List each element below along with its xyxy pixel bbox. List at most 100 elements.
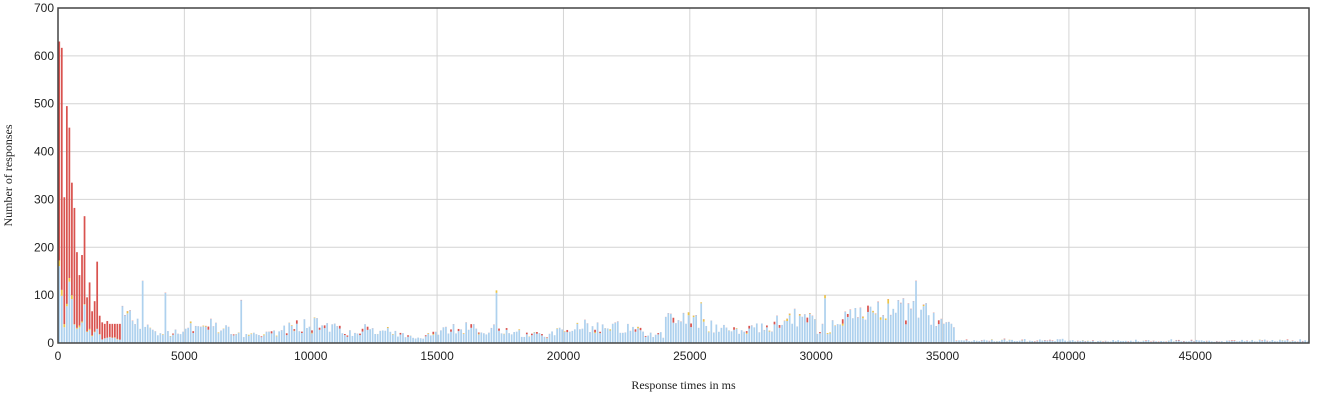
- histogram-bar-segment: [816, 333, 819, 343]
- histogram-bar-segment: [366, 326, 369, 330]
- histogram-bar-segment: [940, 319, 943, 343]
- histogram-bar-segment: [247, 335, 250, 343]
- histogram-bar-segment: [65, 306, 68, 343]
- histogram-bar-segment: [1145, 340, 1147, 343]
- histogram-bar-segment: [518, 330, 521, 343]
- histogram-bar-segment: [114, 337, 116, 343]
- histogram-bar-segment: [927, 315, 930, 343]
- histogram-bar-segment: [313, 318, 316, 343]
- histogram-bar-segment: [930, 324, 933, 343]
- histogram-bar-segment: [485, 334, 488, 343]
- histogram-bar-segment: [96, 261, 99, 329]
- histogram-bar-segment: [98, 334, 101, 343]
- histogram-bar-segment: [129, 310, 131, 343]
- histogram-bar-segment: [1087, 340, 1089, 343]
- histogram-bar-segment: [695, 315, 697, 343]
- histogram-bar-segment: [1023, 339, 1026, 343]
- histogram-bar-segment: [965, 340, 968, 343]
- histogram-bar-segment: [917, 317, 920, 343]
- histogram-bar-segment: [1152, 341, 1155, 343]
- histogram-bar-segment: [308, 326, 311, 343]
- histogram-bar-segment: [359, 333, 361, 336]
- histogram-bar-segment: [270, 331, 273, 334]
- histogram-bar-segment: [311, 330, 313, 333]
- histogram-bar-segment: [172, 334, 174, 343]
- histogram-bar-segment: [134, 324, 136, 343]
- histogram-bar-segment: [563, 331, 566, 343]
- histogram-bar-segment: [1038, 339, 1041, 343]
- histogram-bar-segment: [566, 332, 569, 343]
- histogram-bar-segment: [735, 328, 738, 343]
- histogram-bar-segment: [114, 323, 116, 338]
- histogram-bar-segment: [424, 335, 427, 337]
- histogram-bar-segment: [589, 332, 591, 343]
- histogram-bar-segment: [321, 325, 323, 343]
- histogram-bar-segment: [760, 323, 763, 343]
- histogram-bar-segment: [1236, 341, 1238, 343]
- histogram-bar-segment: [1064, 340, 1066, 343]
- histogram-bar-segment: [697, 327, 700, 343]
- histogram-bar-segment: [313, 317, 316, 319]
- histogram-bar-segment: [498, 330, 500, 343]
- histogram-bar-segment: [525, 332, 528, 335]
- histogram-bar-segment: [177, 333, 179, 343]
- histogram-bar-segment: [826, 334, 829, 343]
- histogram-bar-segment: [599, 333, 601, 343]
- histogram-bar-segment: [432, 334, 435, 343]
- histogram-bar-segment: [1076, 341, 1079, 343]
- histogram-bar-segment: [541, 335, 543, 343]
- histogram-bar-segment: [541, 334, 543, 336]
- histogram-bar-segment: [963, 340, 965, 343]
- histogram-bar-segment: [594, 329, 596, 333]
- histogram-bar-segment: [88, 282, 91, 329]
- histogram-bar-segment: [328, 331, 331, 343]
- histogram-bar-segment: [331, 324, 334, 343]
- histogram-bar-segment: [508, 333, 510, 343]
- histogram-bar-segment: [1175, 340, 1178, 343]
- histogram-bar-segment: [1195, 339, 1198, 343]
- histogram-bar-segment: [470, 327, 473, 343]
- histogram-bar-segment: [690, 323, 692, 328]
- histogram-bar-segment: [192, 331, 195, 333]
- histogram-bar-segment: [980, 340, 983, 343]
- histogram-bar-segment: [922, 305, 925, 307]
- histogram-bar-segment: [1155, 341, 1157, 343]
- histogram-bar-segment: [1304, 340, 1307, 343]
- histogram-bar-segment: [1284, 340, 1286, 343]
- histogram-bar-segment: [202, 326, 205, 343]
- histogram-bar-segment: [1006, 341, 1008, 343]
- histogram-bar-segment: [477, 333, 480, 335]
- histogram-bar-segment: [836, 324, 839, 343]
- y-tick-label: 100: [34, 288, 54, 302]
- histogram-bar-segment: [637, 326, 639, 329]
- histogram-bar-segment: [103, 338, 106, 343]
- histogram-bar-segment: [323, 328, 326, 343]
- histogram-bar-segment: [647, 335, 649, 343]
- histogram-bar-segment: [452, 324, 455, 343]
- histogram-bar-segment: [773, 321, 776, 325]
- histogram-bar-segment: [73, 207, 76, 325]
- histogram-bar-segment: [204, 326, 207, 343]
- histogram-bar-segment: [169, 336, 172, 343]
- histogram-bar-segment: [194, 326, 197, 343]
- histogram-bar-segment: [119, 339, 121, 343]
- histogram-bar-segment: [644, 335, 647, 337]
- histogram-bar-segment: [611, 323, 614, 343]
- histogram-bar-segment: [78, 275, 81, 326]
- histogram-bar-segment: [210, 319, 212, 343]
- histogram-bar-segment: [470, 324, 473, 328]
- histogram-bar-segment: [672, 317, 675, 323]
- histogram-bar-segment: [687, 312, 690, 316]
- histogram-bar-segment: [1001, 339, 1003, 343]
- histogram-bar-segment: [543, 336, 546, 343]
- histogram-bar-segment: [1243, 341, 1246, 343]
- histogram-bar-segment: [654, 334, 657, 343]
- histogram-bar-segment: [1226, 340, 1228, 343]
- histogram-bar-segment: [462, 333, 465, 343]
- histogram-bar-segment: [351, 335, 354, 343]
- x-axis-title: Response times in ms: [631, 378, 736, 392]
- histogram-bar-segment: [937, 320, 940, 325]
- histogram-bar-segment: [1011, 339, 1013, 343]
- histogram-bar-segment: [525, 334, 528, 343]
- histogram-bar-segment: [232, 335, 235, 343]
